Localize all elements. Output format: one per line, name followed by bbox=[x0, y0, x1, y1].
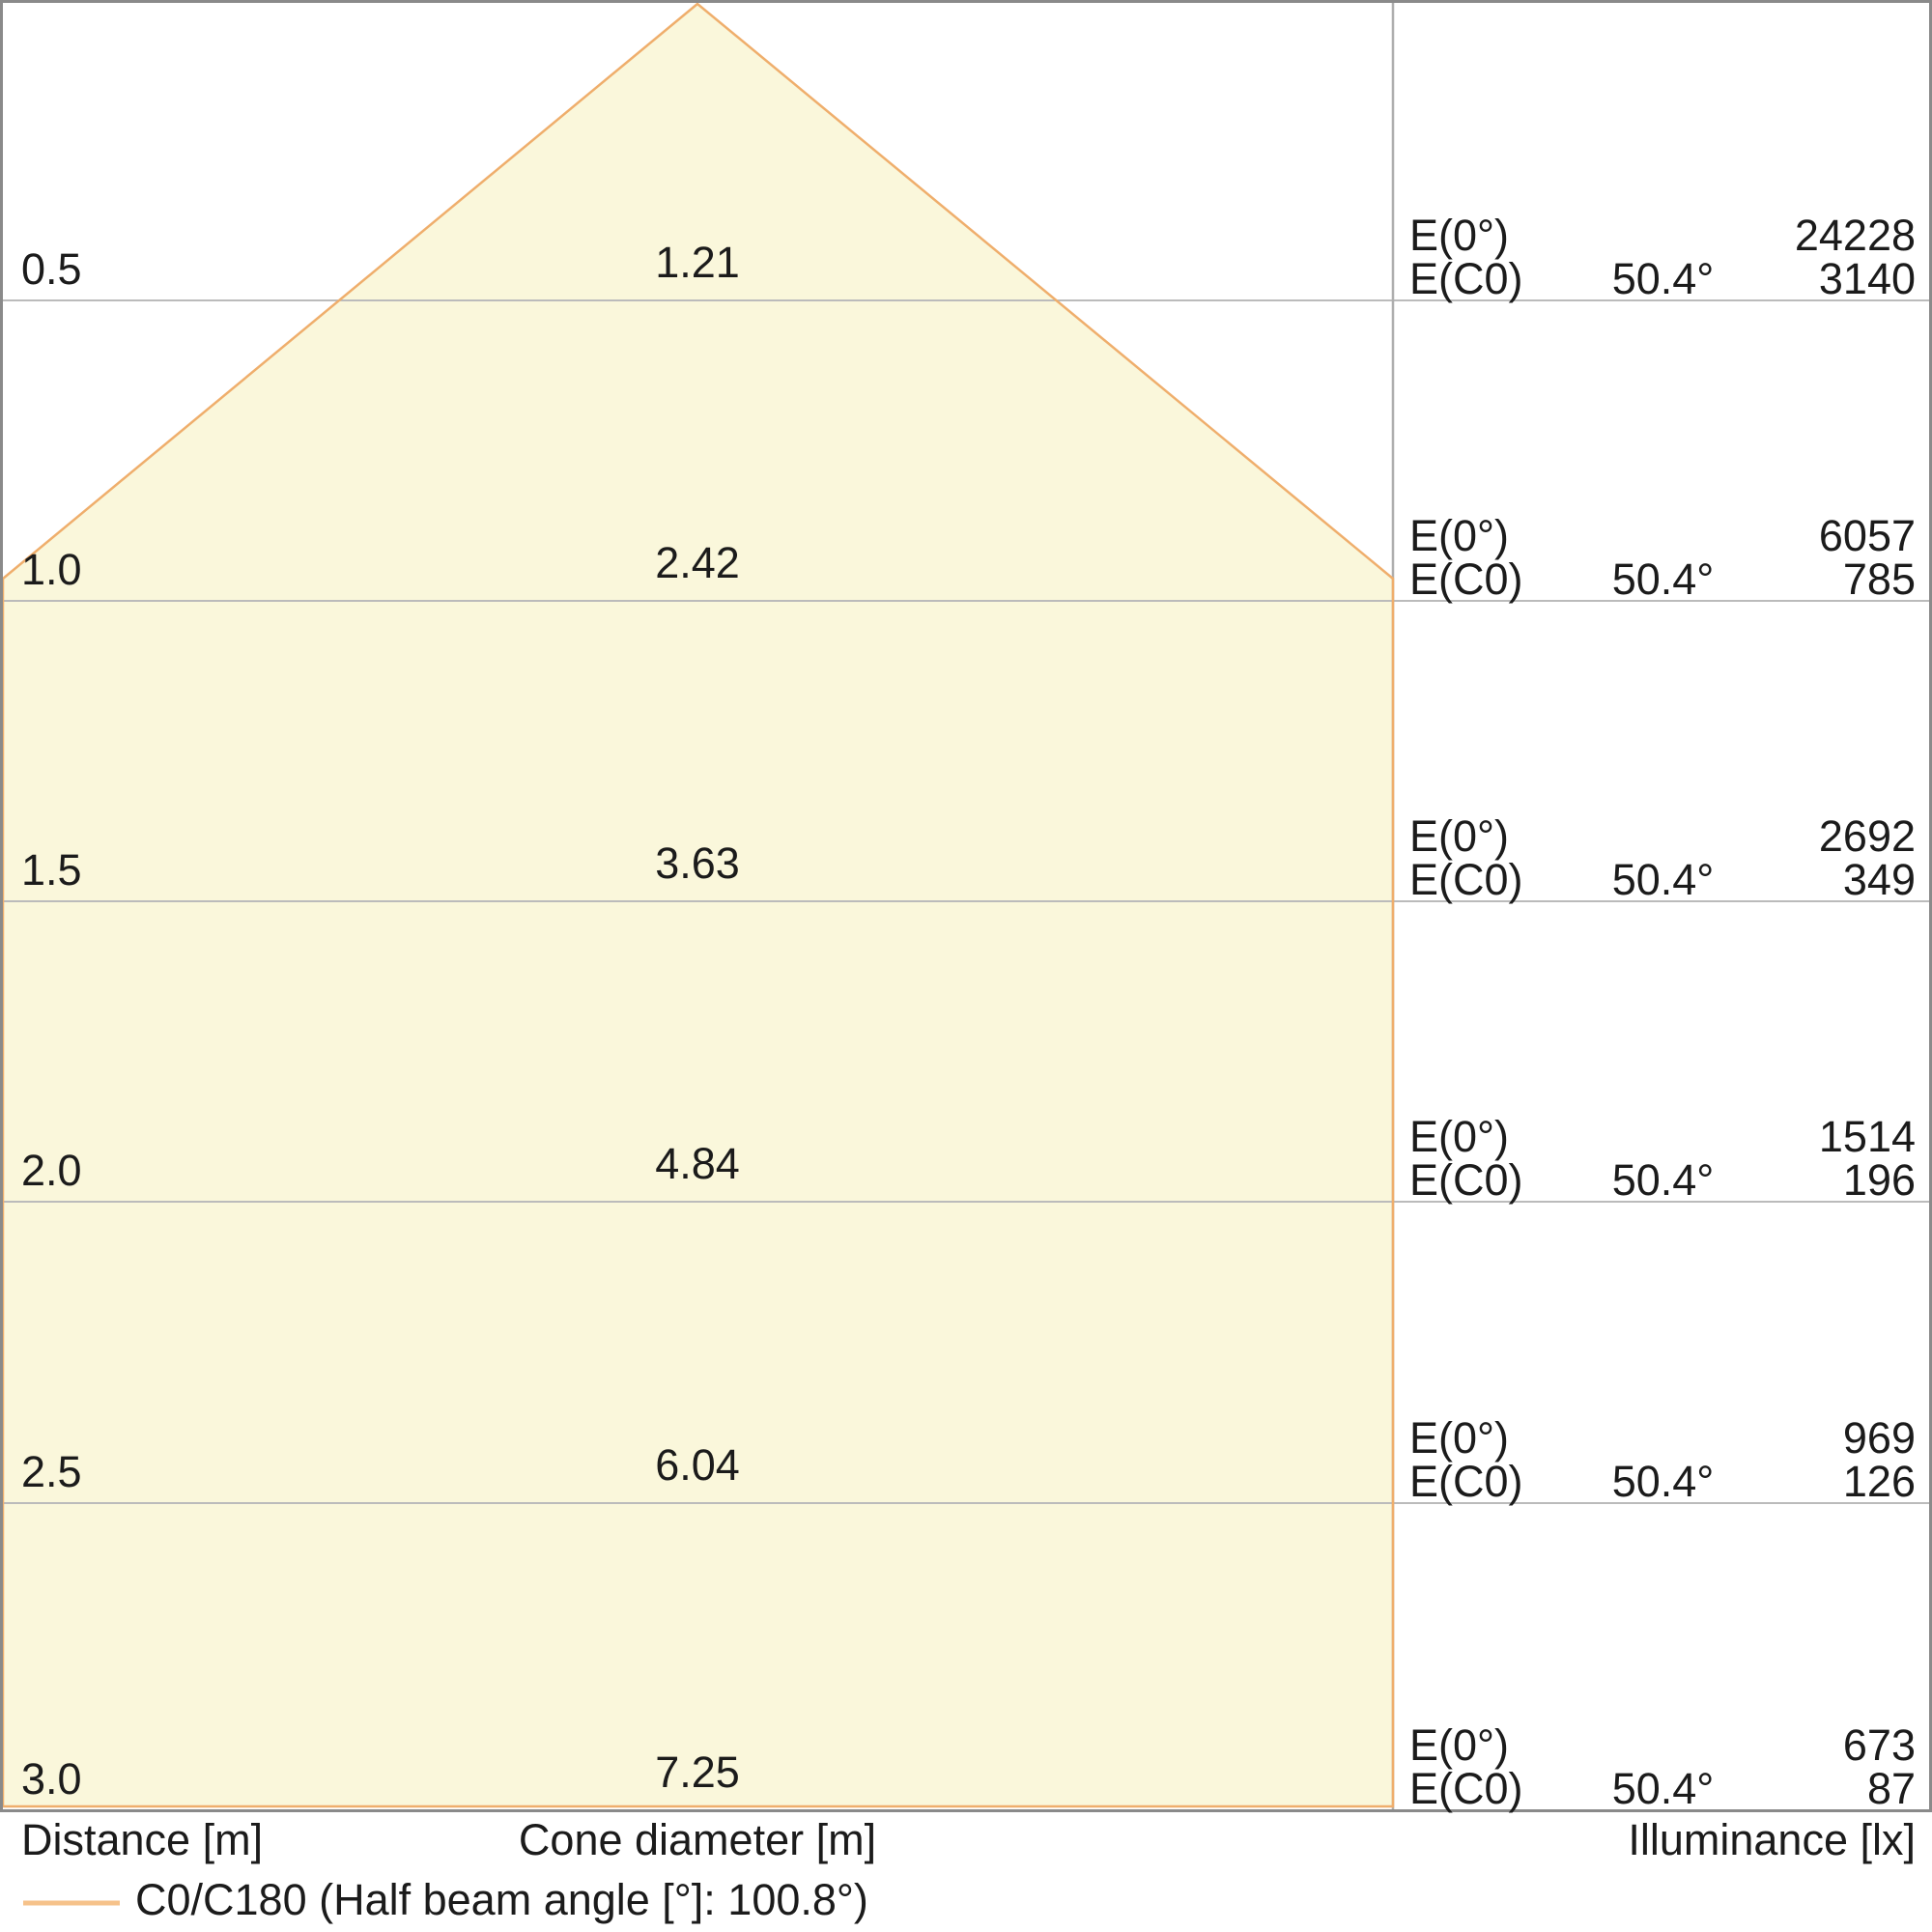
distance-label-1.5: 1.5 bbox=[21, 845, 82, 895]
e0-angle bbox=[1578, 1416, 1747, 1460]
ec0-angle: 50.4° bbox=[1611, 254, 1715, 303]
e0-line: E(0°) 24228 bbox=[1409, 213, 1916, 257]
cone-diameter-axis-title: Cone diameter [m] bbox=[518, 1815, 877, 1864]
ec0-value: 87 bbox=[1866, 1764, 1916, 1813]
ec0-angle: 50.4° bbox=[1611, 855, 1715, 904]
illuminance-block-1.5: E(0°) 2692 E(C0) 50.4° 349 bbox=[1409, 814, 1916, 901]
e0-value: 1514 bbox=[1818, 1112, 1916, 1161]
ec0-label: E(C0) bbox=[1409, 1155, 1523, 1205]
e0-angle bbox=[1578, 514, 1747, 557]
ec0-value: 349 bbox=[1842, 855, 1916, 904]
ec0-value: 785 bbox=[1842, 554, 1916, 604]
ec0-label: E(C0) bbox=[1409, 554, 1523, 604]
ec0-line: E(C0) 50.4° 785 bbox=[1409, 557, 1916, 601]
ec0-value: 126 bbox=[1842, 1457, 1916, 1506]
light-cone-outline bbox=[3, 3, 1395, 1808]
ec0-line: E(C0) 50.4° 196 bbox=[1409, 1158, 1916, 1202]
ec0-value: 196 bbox=[1842, 1155, 1916, 1205]
e0-angle bbox=[1578, 1115, 1747, 1158]
e0-angle bbox=[1578, 814, 1747, 858]
cone-diameter-label-0.5: 1.21 bbox=[655, 238, 740, 287]
illuminance-block-1.0: E(0°) 6057 E(C0) 50.4° 785 bbox=[1409, 514, 1916, 601]
illuminance-block-2.0: E(0°) 1514 E(C0) 50.4° 196 bbox=[1409, 1115, 1916, 1202]
distance-label-2.0: 2.0 bbox=[21, 1146, 82, 1195]
ec0-line: E(C0) 50.4° 349 bbox=[1409, 858, 1916, 901]
e0-label: E(0°) bbox=[1409, 1413, 1510, 1463]
e0-label: E(0°) bbox=[1409, 811, 1510, 861]
distance-label-1.0: 1.0 bbox=[21, 545, 82, 594]
illuminance-block-3.0: E(0°) 673 E(C0) 50.4° 87 bbox=[1409, 1723, 1916, 1810]
e0-value: 969 bbox=[1842, 1413, 1916, 1463]
cone-diameter-label-1.0: 2.42 bbox=[655, 538, 740, 587]
ec0-label: E(C0) bbox=[1409, 1764, 1523, 1813]
e0-label: E(0°) bbox=[1409, 1112, 1510, 1161]
e0-line: E(0°) 969 bbox=[1409, 1416, 1916, 1460]
ec0-label: E(C0) bbox=[1409, 1457, 1523, 1506]
cone-diameter-label-1.5: 3.63 bbox=[655, 838, 740, 888]
e0-value: 6057 bbox=[1818, 511, 1916, 560]
distance-label-0.5: 0.5 bbox=[21, 244, 82, 294]
e0-angle bbox=[1578, 1723, 1747, 1767]
ec0-line: E(C0) 50.4° 126 bbox=[1409, 1460, 1916, 1503]
e0-label: E(0°) bbox=[1409, 1720, 1510, 1770]
ec0-line: E(C0) 50.4° 87 bbox=[1409, 1767, 1916, 1810]
e0-value: 2692 bbox=[1818, 811, 1916, 861]
e0-value: 24228 bbox=[1794, 211, 1916, 260]
ec0-angle: 50.4° bbox=[1611, 1764, 1715, 1813]
ec0-line: E(C0) 50.4° 3140 bbox=[1409, 257, 1916, 300]
e0-label: E(0°) bbox=[1409, 211, 1510, 260]
e0-label: E(0°) bbox=[1409, 511, 1510, 560]
e0-line: E(0°) 673 bbox=[1409, 1723, 1916, 1767]
ec0-value: 3140 bbox=[1818, 254, 1916, 303]
e0-value: 673 bbox=[1842, 1720, 1916, 1770]
illuminance-axis-title: Illuminance [lx] bbox=[1628, 1815, 1916, 1864]
distance-label-2.5: 2.5 bbox=[21, 1447, 82, 1496]
cone-diameter-label-2.5: 6.04 bbox=[655, 1440, 740, 1490]
cone-chart-area: 0.5 1.21 E(0°) 24228 E(C0) 50.4° 3140 1.… bbox=[0, 0, 1932, 1812]
illuminance-block-0.5: E(0°) 24228 E(C0) 50.4° 3140 bbox=[1409, 213, 1916, 300]
illuminance-block-2.5: E(0°) 969 E(C0) 50.4° 126 bbox=[1409, 1416, 1916, 1503]
distance-axis-title: Distance [m] bbox=[21, 1815, 264, 1864]
legend-label: C0/C180 (Half beam angle [°]: 100.8°) bbox=[135, 1875, 868, 1924]
ec0-angle: 50.4° bbox=[1611, 554, 1715, 604]
distance-label-3.0: 3.0 bbox=[21, 1754, 82, 1804]
ec0-angle: 50.4° bbox=[1611, 1155, 1715, 1205]
cone-diameter-label-3.0: 7.25 bbox=[655, 1747, 740, 1797]
light-cone-fill bbox=[3, 4, 1393, 1806]
e0-line: E(0°) 1514 bbox=[1409, 1115, 1916, 1158]
e0-line: E(0°) 6057 bbox=[1409, 514, 1916, 557]
cone-diameter-label-2.0: 4.84 bbox=[655, 1139, 740, 1188]
e0-angle bbox=[1578, 213, 1747, 257]
ec0-label: E(C0) bbox=[1409, 855, 1523, 904]
legend-line-swatch bbox=[23, 1900, 120, 1906]
ec0-angle: 50.4° bbox=[1611, 1457, 1715, 1506]
cone-plot-svg bbox=[3, 3, 1929, 1809]
ec0-label: E(C0) bbox=[1409, 254, 1523, 303]
e0-line: E(0°) 2692 bbox=[1409, 814, 1916, 858]
